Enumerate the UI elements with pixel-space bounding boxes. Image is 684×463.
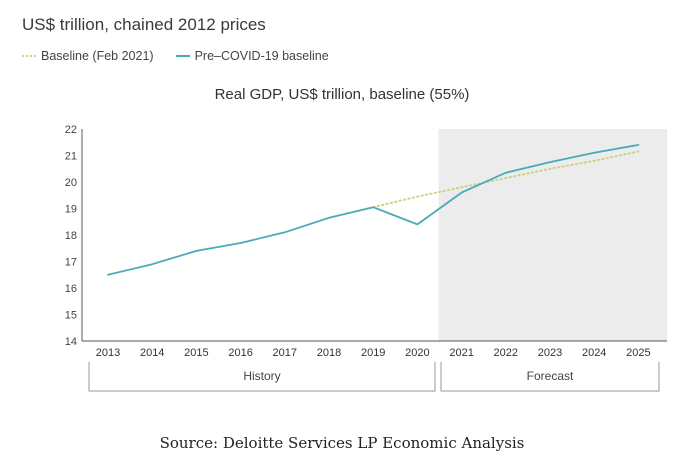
y-tick-label-14: 14 <box>65 336 77 348</box>
legend-swatch-baseline <box>22 55 36 57</box>
legend: Baseline (Feb 2021) Pre–COVID-19 baselin… <box>22 49 351 63</box>
period-label-forecast: Forecast <box>527 369 574 383</box>
y-tick-label-18: 18 <box>65 230 77 242</box>
legend-swatch-pre-covid <box>175 55 190 57</box>
chart-title: Real GDP, US$ trillion, baseline (55%) <box>214 86 470 103</box>
x-tick-label-2016: 2016 <box>228 347 252 359</box>
y-tick-label-17: 17 <box>65 257 77 269</box>
series-line-pre-covid <box>107 144 640 276</box>
legend-item-baseline: Baseline (Feb 2021) <box>22 49 154 63</box>
x-tick-label-2022: 2022 <box>494 347 518 359</box>
units-label: US$ trillion, chained 2012 prices <box>22 15 266 34</box>
x-tick-label-2014: 2014 <box>140 347 164 359</box>
x-tick-label-2020: 2020 <box>405 347 429 359</box>
period-box-history <box>88 362 436 392</box>
x-tick-label-2025: 2025 <box>626 347 650 359</box>
source-note: Source: Deloitte Services LP Economic An… <box>159 434 525 452</box>
y-tick-label-19: 19 <box>65 204 77 216</box>
y-tick-label-20: 20 <box>65 177 77 189</box>
x-tick-label-2019: 2019 <box>361 347 385 359</box>
x-tick-label-2017: 2017 <box>273 347 297 359</box>
x-tick-label-2018: 2018 <box>317 347 341 359</box>
x-tick-label-2015: 2015 <box>184 347 208 359</box>
legend-label-baseline: Baseline (Feb 2021) <box>41 49 154 63</box>
period-box-forecast <box>440 362 660 392</box>
y-tick-label-22: 22 <box>65 124 77 136</box>
y-tick-label-15: 15 <box>65 310 77 322</box>
x-tick-label-2013: 2013 <box>96 347 120 359</box>
series-line-baseline <box>372 150 640 209</box>
legend-label-pre-covid: Pre–COVID-19 baseline <box>194 49 329 63</box>
x-tick-label-2024: 2024 <box>582 347 606 359</box>
legend-item-pre-covid: Pre–COVID-19 baseline <box>175 49 329 63</box>
x-tick-label-2023: 2023 <box>538 347 562 359</box>
y-tick-label-16: 16 <box>65 283 77 295</box>
period-label-history: History <box>243 369 280 383</box>
x-tick-label-2021: 2021 <box>449 347 473 359</box>
forecast-shading <box>438 129 667 341</box>
y-tick-label-21: 21 <box>65 151 77 163</box>
